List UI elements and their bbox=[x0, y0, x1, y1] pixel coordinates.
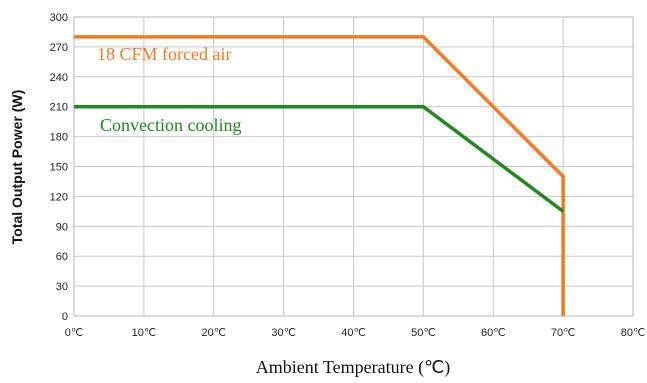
x-tick-label: 80℃ bbox=[621, 327, 646, 339]
y-tick-label: 30 bbox=[56, 281, 68, 293]
x-tick-label: 70℃ bbox=[551, 327, 576, 339]
x-tick-label: 30℃ bbox=[271, 327, 296, 339]
series-label-convection: Convection cooling bbox=[100, 115, 241, 135]
y-tick-label: 180 bbox=[50, 132, 68, 144]
x-tick-label: 60℃ bbox=[481, 327, 506, 339]
series-label-forced-air: 18 CFM forced air bbox=[97, 44, 231, 64]
x-tick-label: 10℃ bbox=[132, 327, 157, 339]
y-tick-label: 90 bbox=[56, 221, 68, 233]
series-group bbox=[74, 35, 565, 316]
series-line-0 bbox=[74, 35, 565, 316]
y-axis-label: Total Output Power (W) bbox=[9, 90, 25, 245]
y-tick-label: 60 bbox=[56, 251, 68, 263]
x-tick-label: 40℃ bbox=[341, 327, 366, 339]
y-tick-label: 120 bbox=[50, 191, 68, 203]
x-axis-label: Ambient Temperature (℃) bbox=[256, 357, 451, 378]
plot-frame bbox=[73, 16, 634, 317]
y-tick-label: 210 bbox=[50, 102, 68, 114]
y-axis-ticks: 0 30 60 90 120 150 180 210 240 270 300 bbox=[50, 12, 68, 323]
x-tick-label: 0℃ bbox=[65, 327, 83, 339]
x-tick-label: 20℃ bbox=[201, 327, 226, 339]
y-tick-label: 300 bbox=[50, 12, 68, 24]
x-axis-ticks: 0℃ 10℃ 20℃ 30℃ 40℃ 50℃ 60℃ 70℃ 80℃ bbox=[65, 327, 646, 339]
series-line-1 bbox=[74, 104, 565, 213]
y-tick-label: 0 bbox=[62, 311, 68, 323]
x-tick-label: 50℃ bbox=[411, 327, 436, 339]
y-tick-label: 270 bbox=[50, 42, 68, 54]
y-tick-label: 150 bbox=[50, 162, 68, 174]
y-tick-label: 240 bbox=[50, 72, 68, 84]
